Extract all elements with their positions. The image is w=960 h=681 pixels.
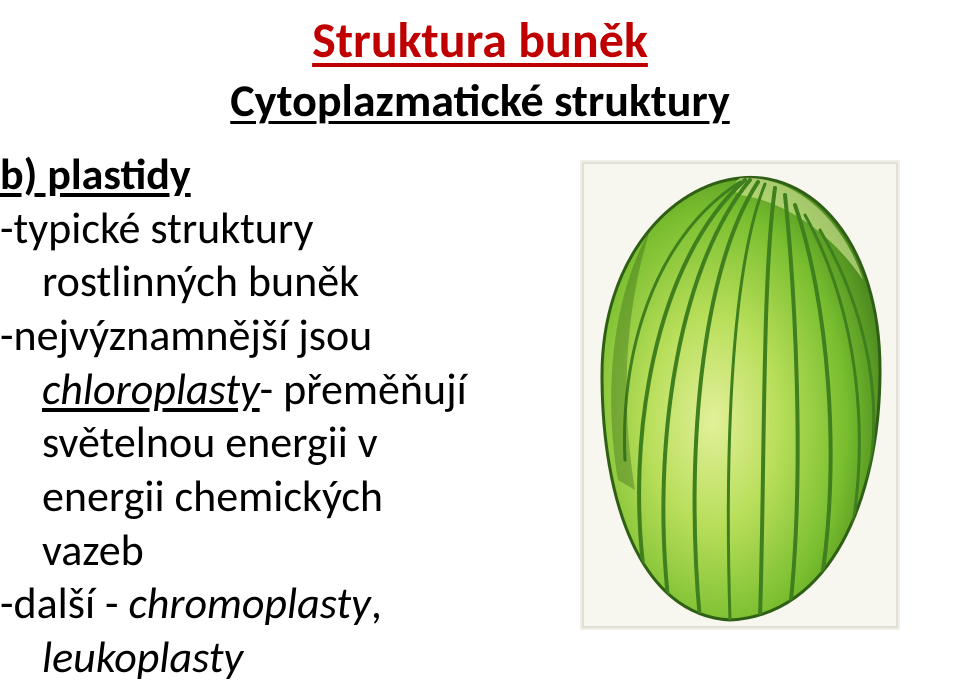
line-light-energy-3: vazeb [0,524,560,578]
line-other-mid: , [371,576,382,630]
line-other: -další - chromoplasty, [0,577,560,631]
line-typical-2: rostlinných buněk [0,255,560,309]
line-light-energy-2: energii chemických [0,470,560,524]
line-chloroplasty: chloroplasty- přeměňují [0,363,560,417]
title-block: Struktura buněk Cytoplazmatické struktur… [0,10,960,130]
slide: Struktura buněk Cytoplazmatické struktur… [0,0,960,681]
line-typical-1: -typické struktury [0,202,560,256]
keyword-leukoplasty: leukoplasty [42,630,243,681]
line-leukoplasty: leukoplasty [0,631,560,681]
keyword-chloroplasty: chloroplasty [42,362,260,416]
title-subtitle: Cytoplazmatické struktury [0,73,960,131]
chloroplast-figure [580,160,900,630]
line-other-pre: -další - [0,576,128,630]
line-most-important: -nejvýznamnější jsou [0,309,560,363]
body-text: b) plastidy -typické struktury rostlinný… [0,148,560,681]
line-light-energy-1: světelnou energii v [0,416,560,470]
keyword-chromoplasty: chromoplasty [128,576,370,630]
line-chloroplasty-post: - přeměňují [260,362,467,416]
title-main: Struktura buněk [0,10,960,73]
section-label: b) plastidy [0,148,560,202]
chloroplast-svg [580,160,900,630]
